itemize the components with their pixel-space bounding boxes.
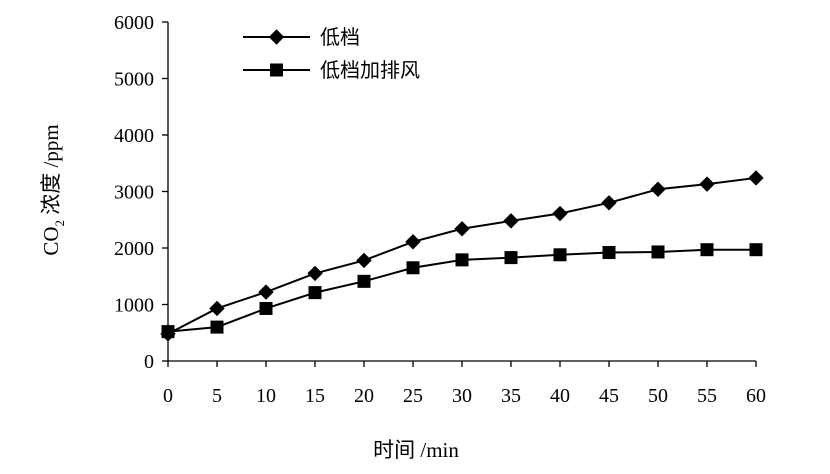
series-1-point-9 xyxy=(601,195,617,211)
legend-marker-1 xyxy=(268,29,285,45)
series-1-point-1 xyxy=(209,300,225,317)
series-2 xyxy=(161,243,763,339)
y-tick-label-3: 3000 xyxy=(114,182,154,204)
series-1-point-2 xyxy=(258,284,274,300)
y-tick-label-4: 4000 xyxy=(114,125,154,147)
x-tick-label-0: 0 xyxy=(163,385,173,407)
series-2-point-5 xyxy=(406,261,420,275)
y-tick-label-1: 1000 xyxy=(114,295,154,317)
series-2-point-7 xyxy=(504,251,518,265)
series-1-point-10 xyxy=(650,181,666,197)
x-tick-label-8: 40 xyxy=(550,385,570,407)
x-tick-label-11: 55 xyxy=(697,385,717,407)
y-axis-label-suffix: 浓度 /ppm xyxy=(39,124,63,220)
y-tick-label-0: 0 xyxy=(144,351,154,373)
series-1-point-8 xyxy=(552,205,568,222)
x-axis-label: 时间 /min xyxy=(373,438,459,462)
x-tick-label-3: 15 xyxy=(305,385,325,407)
series-2-point-12 xyxy=(749,243,763,257)
axes xyxy=(167,22,756,362)
x-tick-label-6: 30 xyxy=(452,385,472,407)
series-1-point-11 xyxy=(699,176,715,192)
x-tick-label-12: 60 xyxy=(746,385,766,407)
y-axis-label-subscript: 2 xyxy=(52,220,67,227)
x-tick-label-7: 35 xyxy=(501,385,521,407)
series-2-point-3 xyxy=(308,286,322,300)
series-1-point-6 xyxy=(454,221,470,237)
x-tick-label-1: 5 xyxy=(212,385,222,407)
x-tick-label-2: 10 xyxy=(256,385,276,407)
legend-label-2: 低档加排风 xyxy=(320,59,420,82)
legend-marker-2 xyxy=(270,63,283,77)
series-2-point-1 xyxy=(210,320,224,334)
x-tick-label-9: 45 xyxy=(599,385,619,407)
y-tick-label-6: 6000 xyxy=(114,12,154,34)
x-tick-label-4: 20 xyxy=(354,385,374,407)
y-axis-label-prefix: CO xyxy=(39,226,63,255)
series-2-point-10 xyxy=(651,245,665,259)
series-2-point-6 xyxy=(455,253,469,267)
x-tick-label-5: 25 xyxy=(403,385,423,407)
series-2-point-2 xyxy=(259,301,273,315)
series-2-point-0 xyxy=(161,325,175,339)
series-1-point-7 xyxy=(503,213,519,229)
series-2-point-4 xyxy=(357,274,371,288)
series-1-point-3 xyxy=(307,265,323,282)
series-1-point-12 xyxy=(748,170,764,186)
x-tick-label-10: 50 xyxy=(648,385,668,407)
legend-item-1: 低档 xyxy=(243,26,360,49)
series-layer xyxy=(160,170,764,342)
y-axis-label: CO2 浓度 /ppm xyxy=(39,124,67,255)
y-tick-label-2: 2000 xyxy=(114,238,154,260)
legend-item-2: 低档加排风 xyxy=(243,59,420,82)
y-tick-label-5: 5000 xyxy=(114,69,154,91)
legend-label-1: 低档 xyxy=(320,26,360,49)
series-1-point-4 xyxy=(356,252,372,269)
ticks: 0 1000 2000 3000 4000 5000 6000 0 5 10 15 20 25 30 35 4… xyxy=(114,12,766,407)
series-2-point-11 xyxy=(700,243,714,257)
series-2-point-8 xyxy=(553,248,567,262)
series-2-point-9 xyxy=(602,246,616,260)
series-1-point-5 xyxy=(405,234,421,250)
